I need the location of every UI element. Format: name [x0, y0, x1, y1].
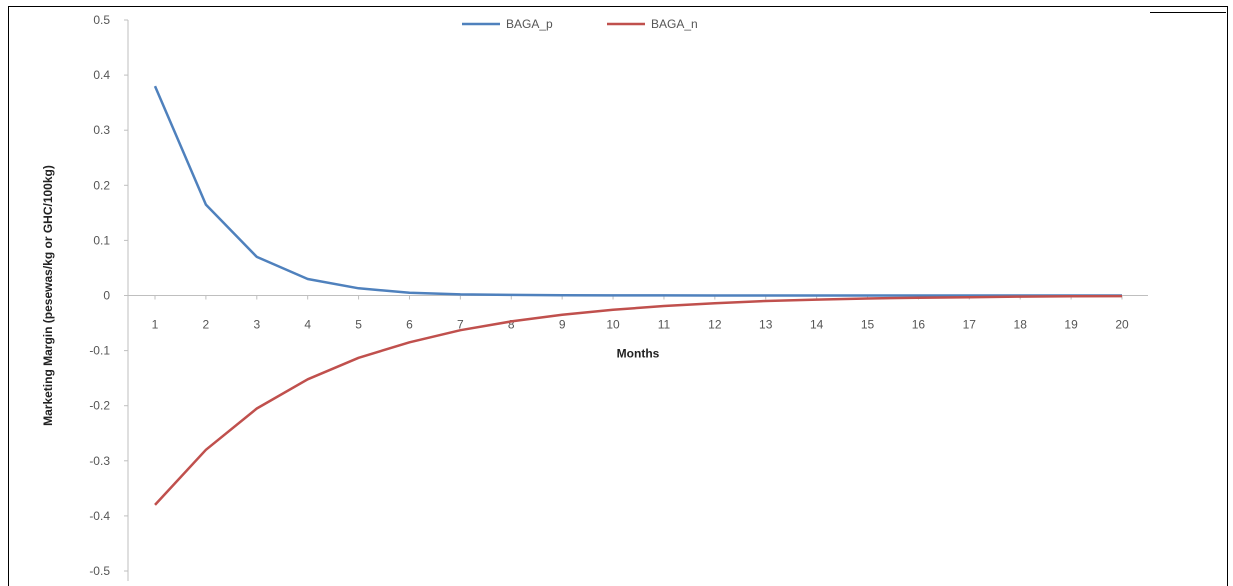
- y-tick-label: -0.4: [89, 509, 110, 523]
- y-tick-label: -0.2: [89, 399, 110, 413]
- x-tick-label: 20: [1115, 318, 1129, 332]
- top-border-segment: [1150, 12, 1226, 13]
- y-tick-label: 0.3: [93, 123, 110, 137]
- x-tick-label: 12: [708, 318, 722, 332]
- y-tick-label: -0.5: [89, 564, 110, 578]
- series-line-BAGA_n: [154, 294, 1123, 506]
- x-tick-label: 15: [861, 318, 875, 332]
- y-tick-label: 0.2: [93, 178, 110, 192]
- x-tick-label: 18: [1014, 318, 1028, 332]
- x-tick-label: 4: [304, 318, 311, 332]
- series-line-BAGA_p: [153, 85, 1122, 297]
- x-tick-label: 8: [508, 318, 515, 332]
- x-tick-label: 11: [658, 318, 671, 332]
- y-tick-label: 0.4: [93, 68, 110, 82]
- y-tick-label: 0: [103, 289, 110, 303]
- x-tick-labels: 1 2 3 4 5 6 7 8 9 10 11 12 13 14 15 16 17 18 19 20: [152, 295, 1129, 332]
- legend-label-BAGA_n: BAGA_n: [651, 17, 698, 31]
- x-tick-label: 7: [457, 318, 464, 332]
- x-tick-label: 16: [912, 318, 926, 332]
- axes: [127, 20, 1148, 581]
- x-tick-label: 1: [152, 318, 159, 332]
- x-tick-label: 6: [406, 318, 413, 332]
- x-tick-label: 3: [253, 318, 260, 332]
- x-tick-label: 10: [606, 318, 620, 332]
- x-tick-label: 17: [963, 318, 977, 332]
- y-tick-label: -0.3: [89, 454, 110, 468]
- y-axis-label: Marketing Margin (pesewas/kg or GHC/100k…: [41, 165, 55, 426]
- series-lines: [153, 85, 1123, 506]
- legend: BAGA_p BAGA_n: [462, 17, 698, 31]
- x-tick-label: 9: [559, 318, 566, 332]
- x-tick-label: 14: [810, 318, 824, 332]
- chart-frame: [8, 6, 1228, 586]
- x-axis-label: Months: [617, 347, 660, 361]
- y-tick-label: -0.1: [89, 344, 110, 358]
- x-tick-label: 19: [1064, 318, 1078, 332]
- x-tick-label: 5: [355, 318, 362, 332]
- legend-label-BAGA_p: BAGA_p: [506, 17, 553, 31]
- y-tick-labels: 0.5 0.4 0.3 0.2 0.1 0 -0.1 -0.2 -0.3 -0.4 -0.5: [89, 13, 128, 578]
- x-tick-label: 2: [203, 318, 210, 332]
- y-tick-label: 0.1: [93, 233, 110, 247]
- y-tick-label: 0.5: [93, 13, 110, 27]
- x-tick-label: 13: [759, 318, 773, 332]
